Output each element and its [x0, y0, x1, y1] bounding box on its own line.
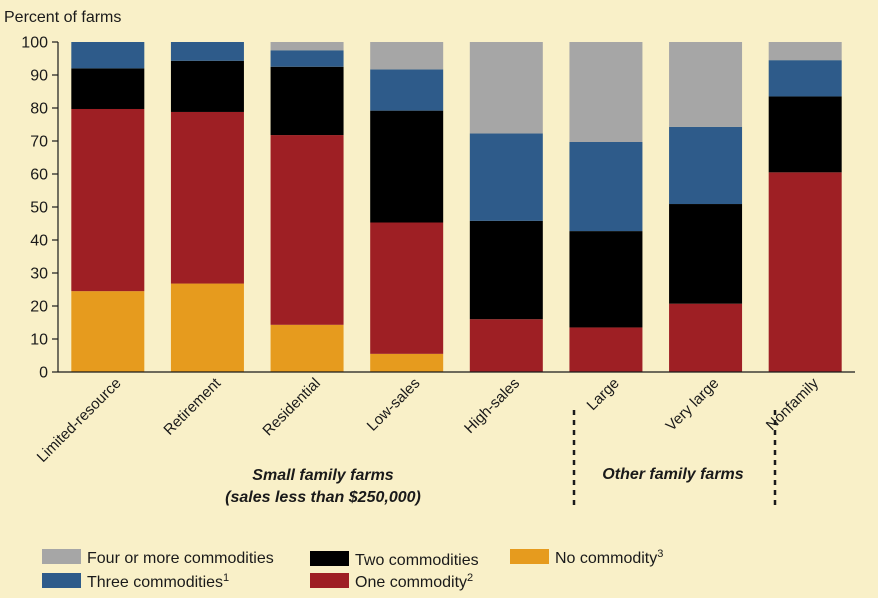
y-tick-label: 30 [30, 266, 48, 283]
category-label: High-sales [461, 375, 523, 437]
bar-segment [71, 68, 145, 109]
x-axis-labels: Limited-resource Retirement Residential Low… [34, 374, 823, 466]
y-tick-label: 0 [39, 365, 48, 382]
axes [57, 42, 855, 373]
bar-segment [270, 50, 344, 67]
bar-segment [768, 60, 842, 97]
bar-segment [768, 96, 842, 173]
group-label-other: Other family farms [602, 466, 743, 483]
legend-swatch [310, 551, 349, 566]
bar-segment [469, 42, 543, 134]
legend-swatch [510, 549, 549, 564]
group-label-small-line2: (sales less than $250,000) [225, 489, 421, 506]
legend-swatch [42, 549, 81, 564]
legend: Four or more commodities Three commoditie… [42, 548, 663, 591]
bar-segment [669, 303, 743, 372]
y-axis: 0 10 20 30 40 50 60 70 80 90 100 [21, 35, 58, 382]
y-axis-title: Percent of farms [4, 9, 121, 26]
bar-segment [669, 126, 743, 205]
legend-label: Two commodities [355, 552, 479, 569]
category-label: Residential [259, 375, 324, 440]
bar-segment [170, 111, 244, 284]
y-tick-label: 60 [30, 167, 48, 184]
bar-segment [569, 327, 643, 372]
bar-segment [569, 231, 643, 328]
bar-segment [270, 135, 344, 325]
bar-segment [768, 42, 842, 61]
legend-swatch [310, 573, 349, 588]
category-label: Large [584, 375, 623, 414]
bar-segment [71, 42, 145, 69]
bar-segment [370, 222, 444, 354]
bar-segment [469, 220, 543, 320]
bars-layer [71, 42, 842, 372]
y-tick-label: 50 [30, 200, 48, 217]
legend-label: Four or more commodities [87, 550, 274, 567]
y-tick-label: 20 [30, 299, 48, 316]
group-label-small-line1: Small family farms [252, 467, 394, 484]
y-tick-label: 90 [30, 68, 48, 85]
legend-label: One commodity2 [355, 572, 473, 591]
y-tick-label: 100 [21, 35, 48, 52]
y-tick-label: 10 [30, 332, 48, 349]
bar-segment [469, 133, 543, 221]
category-label: Limited-resource [34, 375, 125, 466]
bar-segment [669, 204, 743, 304]
bar-segment [370, 353, 444, 372]
category-label: Very large [663, 375, 723, 435]
bar-segment [170, 42, 244, 61]
group-separators [572, 410, 777, 508]
bar-segment [170, 283, 244, 372]
bar-segment [569, 141, 643, 232]
legend-label: No commodity3 [555, 548, 663, 567]
category-label: Retirement [160, 374, 224, 438]
bar-segment [370, 110, 444, 223]
bar-segment [370, 69, 444, 111]
bar-segment [669, 42, 743, 127]
category-label: Nonfamily [763, 374, 823, 434]
y-tick-label: 70 [30, 134, 48, 151]
bar-segment [569, 42, 643, 142]
bar-segment [71, 108, 145, 292]
bar-segment [270, 324, 344, 372]
legend-swatch [42, 573, 81, 588]
bar-segment [71, 291, 145, 372]
category-label: Low-sales [364, 375, 424, 435]
group-labels: Small family farms (sales less than $250… [225, 466, 744, 506]
bar-segment [270, 42, 344, 51]
legend-label: Three commodities1 [87, 572, 229, 591]
y-tick-label: 40 [30, 233, 48, 250]
bar-segment [768, 172, 842, 372]
y-tick-label: 80 [30, 101, 48, 118]
bar-segment [370, 42, 444, 70]
bar-segment [469, 319, 543, 372]
bar-segment [270, 66, 344, 136]
bar-segment [170, 60, 244, 112]
